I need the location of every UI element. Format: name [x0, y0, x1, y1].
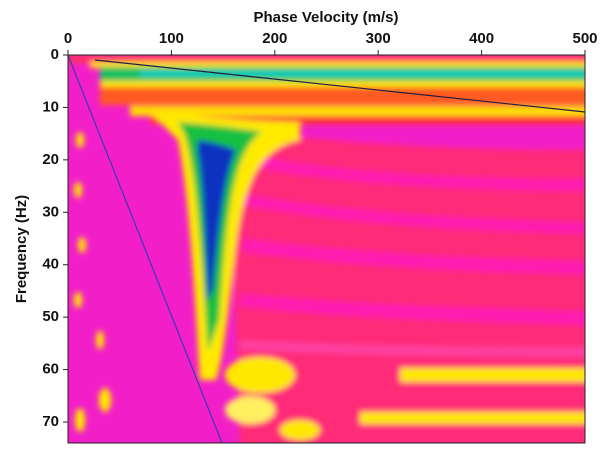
trough-blue	[197, 140, 236, 302]
reference-line	[68, 55, 223, 443]
y-tick-label: 60	[42, 361, 59, 378]
x-tick-label: 100	[159, 30, 184, 47]
y-tick-label: 0	[51, 46, 59, 63]
blob	[75, 408, 85, 432]
blob	[225, 357, 295, 393]
blob	[74, 292, 82, 308]
blob	[76, 132, 84, 148]
band	[100, 81, 585, 87]
y-tick-label: 20	[42, 151, 59, 168]
blob	[225, 396, 275, 424]
x-tick-label: 500	[572, 30, 597, 47]
band	[239, 293, 585, 325]
band	[241, 238, 585, 275]
band	[90, 62, 585, 68]
y-tick-label: 70	[42, 413, 59, 430]
x-tick-label: 300	[366, 30, 391, 47]
band	[68, 55, 585, 63]
band	[243, 194, 585, 234]
trough-green	[178, 122, 262, 352]
band	[400, 368, 585, 382]
band	[243, 154, 585, 191]
energy-field	[68, 55, 585, 443]
y-tick-label: 30	[42, 203, 59, 220]
x-tick-label: 400	[469, 30, 494, 47]
x-tick-label: 0	[64, 30, 72, 47]
y-tick-label: 50	[42, 308, 59, 325]
blob	[74, 182, 82, 198]
band	[239, 340, 585, 357]
y-tick-label: 40	[42, 256, 59, 273]
band	[360, 412, 585, 424]
band	[140, 71, 585, 76]
dispersion-image	[68, 55, 585, 443]
x-tick-label: 200	[262, 30, 287, 47]
blob	[99, 388, 111, 412]
band	[100, 87, 585, 105]
band	[130, 106, 585, 116]
blob	[78, 237, 86, 253]
band	[150, 116, 585, 124]
plot-frame	[67, 54, 586, 444]
blob	[96, 331, 104, 349]
blob	[280, 420, 320, 440]
trough-yellow	[150, 112, 300, 380]
x-axis-title: Phase Velocity (m/s)	[253, 9, 398, 26]
y-axis-title: Frequency (Hz)	[13, 195, 30, 303]
y-tick-label: 10	[42, 98, 59, 115]
reference-line	[94, 59, 585, 113]
